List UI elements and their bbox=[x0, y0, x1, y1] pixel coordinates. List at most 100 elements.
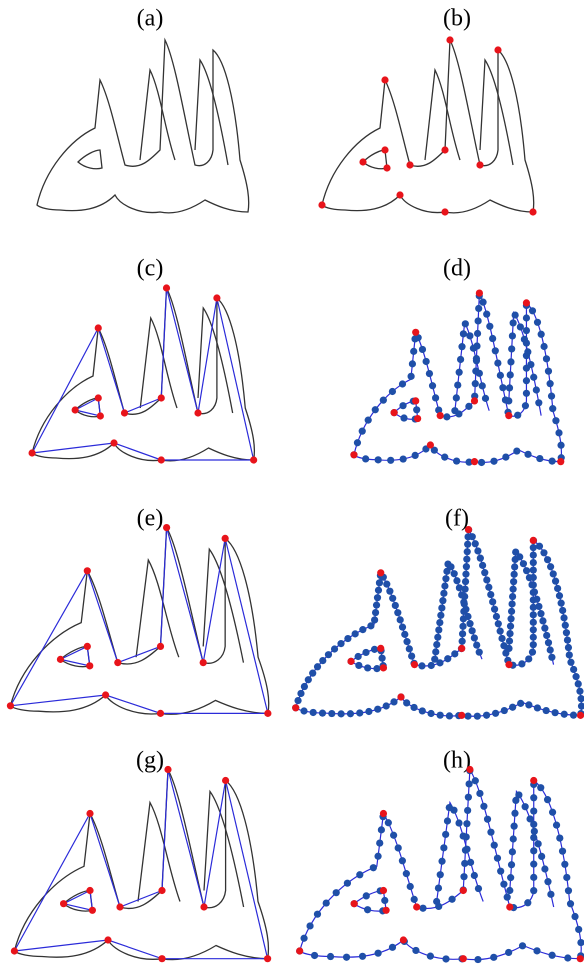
sample-point bbox=[557, 442, 564, 449]
corner-point bbox=[414, 415, 421, 422]
sample-point bbox=[400, 414, 407, 421]
sample-point bbox=[309, 670, 316, 677]
sample-point bbox=[505, 397, 512, 404]
sample-point bbox=[459, 638, 466, 645]
sample-point bbox=[466, 780, 473, 787]
sample-point bbox=[301, 683, 308, 690]
approximation bbox=[10, 528, 267, 714]
corner-point bbox=[476, 290, 483, 297]
sample-point bbox=[510, 319, 517, 326]
corner-point bbox=[158, 456, 165, 463]
sample-point bbox=[523, 390, 530, 397]
sample-point bbox=[355, 653, 362, 660]
corner-point bbox=[381, 146, 388, 153]
sample-point bbox=[442, 955, 449, 962]
sample-point bbox=[462, 578, 469, 585]
sample-point bbox=[375, 950, 382, 957]
corner-point bbox=[427, 441, 434, 448]
sample-point bbox=[465, 403, 472, 410]
sample-point bbox=[474, 547, 481, 554]
sample-point bbox=[541, 625, 548, 632]
sample-point bbox=[440, 844, 447, 851]
corner-point bbox=[530, 537, 537, 544]
corner-point bbox=[413, 903, 420, 910]
corner-point bbox=[476, 161, 483, 168]
sample-point bbox=[412, 452, 419, 459]
sample-point bbox=[476, 649, 483, 656]
sample-point bbox=[392, 602, 399, 609]
sample-point bbox=[432, 648, 439, 655]
sample-point bbox=[489, 598, 496, 605]
corner-point bbox=[505, 661, 512, 668]
sample-point bbox=[462, 606, 469, 613]
corner-point bbox=[57, 656, 64, 663]
sample-point bbox=[446, 712, 453, 719]
panel-label: (b) bbox=[443, 6, 471, 32]
sample-point bbox=[475, 317, 482, 324]
sample-point bbox=[530, 374, 537, 381]
sample-point bbox=[454, 381, 461, 388]
sample-point bbox=[403, 638, 410, 645]
sample-point bbox=[543, 707, 550, 714]
sample-point bbox=[435, 884, 442, 891]
sample-point bbox=[548, 393, 555, 400]
sample-point bbox=[552, 709, 559, 716]
corner-point bbox=[446, 36, 453, 43]
sample-point bbox=[423, 358, 430, 365]
sample-point bbox=[530, 611, 537, 618]
corner-point bbox=[86, 662, 93, 669]
sample-point bbox=[540, 343, 547, 350]
corner-point bbox=[351, 900, 358, 907]
sample-point bbox=[458, 343, 465, 350]
sample-point bbox=[426, 370, 433, 377]
corner-point bbox=[86, 810, 93, 817]
sample-point bbox=[559, 848, 566, 855]
corner-point bbox=[84, 567, 91, 574]
corner-point bbox=[350, 451, 357, 458]
sample-point bbox=[365, 708, 372, 715]
sample-point bbox=[553, 822, 560, 829]
sample-point bbox=[473, 357, 480, 364]
sample-point bbox=[506, 887, 513, 894]
sample-point bbox=[523, 377, 530, 384]
sample-point bbox=[403, 870, 410, 877]
sample-point bbox=[364, 906, 371, 913]
panel-label: (a) bbox=[137, 6, 164, 32]
sample-point bbox=[518, 660, 525, 667]
sample-point bbox=[374, 594, 381, 601]
sample-point bbox=[536, 455, 543, 462]
panel-label: (c) bbox=[137, 256, 164, 282]
sample-point bbox=[530, 619, 537, 626]
sample-point bbox=[511, 571, 518, 578]
sample-point bbox=[463, 846, 470, 853]
sample-point bbox=[530, 626, 537, 633]
sample-point bbox=[408, 373, 415, 380]
sample-point bbox=[362, 455, 369, 462]
sample-point bbox=[523, 314, 530, 321]
sample-point bbox=[555, 429, 562, 436]
sample-point bbox=[494, 855, 501, 862]
sample-point bbox=[433, 641, 440, 648]
sample-point bbox=[463, 556, 470, 563]
sample-point bbox=[310, 709, 317, 716]
sample-point bbox=[510, 578, 517, 585]
outline bbox=[37, 40, 249, 213]
sample-point bbox=[506, 637, 513, 644]
sample-point bbox=[479, 382, 486, 389]
sample-point bbox=[530, 807, 537, 814]
sample-point bbox=[459, 623, 466, 630]
sample-point bbox=[563, 629, 570, 636]
corner-point bbox=[264, 955, 271, 962]
sample-point bbox=[471, 872, 478, 879]
sample-point bbox=[343, 954, 350, 961]
sample-point bbox=[410, 348, 417, 355]
corner-point bbox=[530, 777, 537, 784]
sample-point bbox=[480, 803, 487, 810]
sample-point bbox=[464, 613, 471, 620]
sample-point bbox=[460, 599, 467, 606]
sample-point bbox=[464, 712, 471, 719]
sample-point bbox=[365, 417, 372, 424]
sample-point bbox=[311, 952, 318, 959]
sample-point bbox=[560, 614, 567, 621]
sample-point bbox=[399, 857, 406, 864]
